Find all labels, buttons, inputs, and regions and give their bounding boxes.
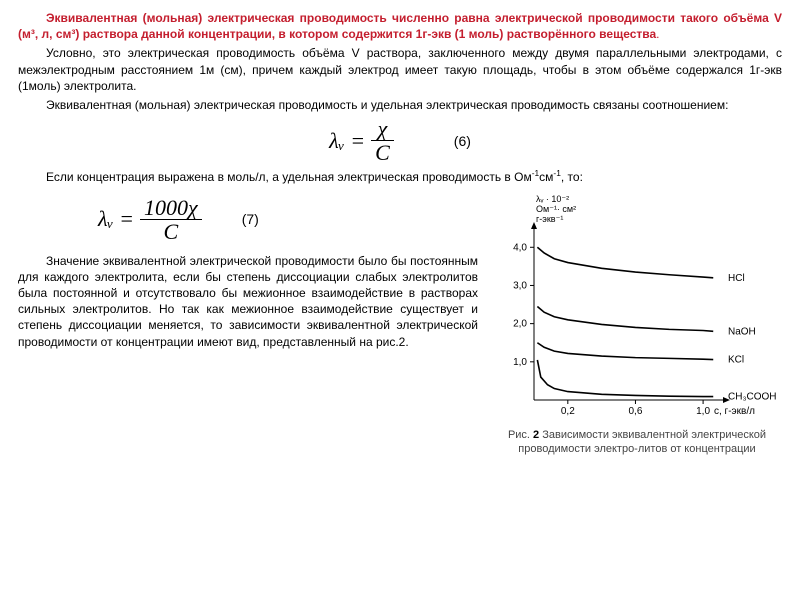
svg-text:KCl: KCl — [728, 354, 744, 365]
svg-text:HCl: HCl — [728, 272, 745, 283]
svg-text:CH₃COOH: CH₃COOH — [728, 391, 777, 402]
svg-text:1,0: 1,0 — [513, 356, 527, 367]
para-2: Условно, это электрическая проводимость … — [18, 45, 782, 94]
para-5: Значение эквивалентной электрической про… — [18, 253, 478, 350]
two-columns: λᵥ = 1000χ C (7) Значение эквивалентной … — [18, 192, 782, 468]
svg-text:3,0: 3,0 — [513, 280, 527, 291]
svg-text:0,6: 0,6 — [629, 406, 643, 417]
equation-7: λᵥ = 1000χ C (7) — [18, 196, 478, 243]
svg-text:Ом⁻¹· см²: Ом⁻¹· см² — [536, 204, 576, 214]
svg-text:г-экв⁻¹: г-экв⁻¹ — [536, 214, 563, 224]
svg-text:с, г-экв/л: с, г-экв/л — [714, 406, 755, 417]
para-4: Если концентрация выражена в моль/л, а у… — [18, 168, 782, 185]
eq6-lhs: λᵥ = — [329, 128, 365, 154]
right-column: 1,0 2,0 3,0 4,0 0,2 0,6 1,0 λᵥ · 10⁻²Ом⁻¹· см²г… — [492, 192, 782, 468]
svg-text:NaOH: NaOH — [728, 326, 756, 337]
eq6-number: (6) — [454, 133, 471, 149]
chart-svg: 1,0 2,0 3,0 4,0 0,2 0,6 1,0 λᵥ · 10⁻²Ом⁻¹· см²г… — [492, 192, 782, 422]
svg-text:4,0: 4,0 — [513, 242, 527, 253]
page-root: Эквивалентная (мольная) электрическая пр… — [0, 0, 800, 477]
svg-text:λᵥ · 10⁻²: λᵥ · 10⁻² — [536, 194, 569, 204]
title-bold: Эквивалентная (мольная) электрическая пр… — [18, 11, 782, 41]
equation-6: λᵥ = χ C (6) — [18, 117, 782, 164]
eq6-den: C — [371, 141, 394, 164]
eq7-lhs: λᵥ = — [98, 206, 134, 232]
left-column: λᵥ = 1000χ C (7) Значение эквивалентной … — [18, 192, 478, 468]
conductivity-chart: 1,0 2,0 3,0 4,0 0,2 0,6 1,0 λᵥ · 10⁻²Ом⁻¹· см²г… — [492, 192, 782, 422]
eq7-den: C — [160, 220, 183, 243]
para-title: Эквивалентная (мольная) электрическая пр… — [18, 10, 782, 42]
para-3: Эквивалентная (мольная) электрическая пр… — [18, 97, 782, 113]
eq7-number: (7) — [242, 211, 259, 227]
eq7-num: 1000χ — [140, 196, 202, 219]
svg-text:1,0: 1,0 — [696, 406, 710, 417]
svg-text:0,2: 0,2 — [561, 406, 575, 417]
svg-text:2,0: 2,0 — [513, 318, 527, 329]
eq6-num: χ — [374, 117, 392, 140]
figure-caption: Рис. 2 Зависимости эквивалентной электри… — [492, 428, 782, 457]
